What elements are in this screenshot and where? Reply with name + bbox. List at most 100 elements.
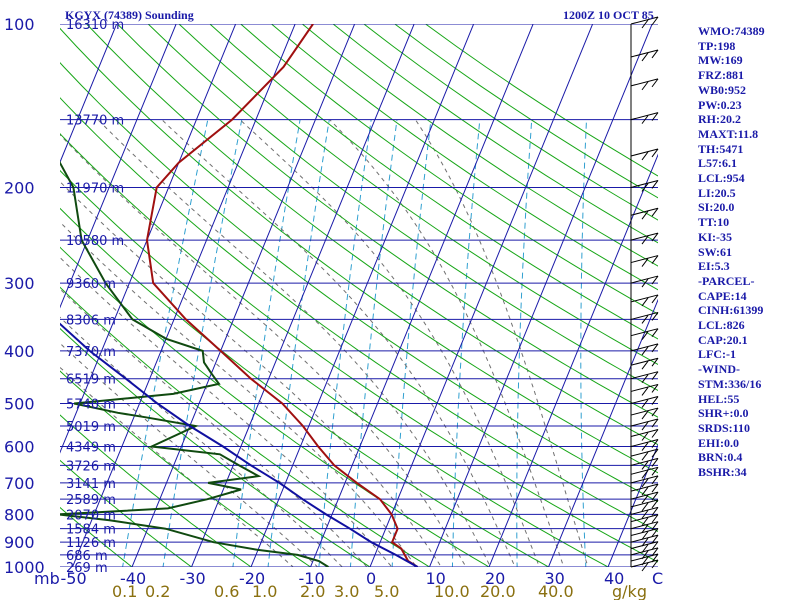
- index-item: TH:5471: [698, 141, 744, 156]
- pressure-tick-label: 700: [4, 474, 35, 493]
- index-item: L57:6.1: [698, 156, 737, 171]
- mixing-ratio-unit-label: g/kg: [612, 582, 647, 600]
- temperature-tick-label: 10: [426, 569, 446, 588]
- wind-barb: [630, 328, 659, 340]
- index-item: MW:169: [698, 53, 743, 68]
- index-item: TP:198: [698, 38, 736, 53]
- dry-adiabat: [60, 459, 193, 567]
- temperature-tick-label: 0: [366, 569, 376, 588]
- series: [60, 24, 419, 567]
- wind-barb: [630, 448, 659, 461]
- isotherm-line: [60, 24, 177, 309]
- temperature-tick-label: 20: [485, 569, 505, 588]
- temperature-unit-label: C: [652, 569, 663, 588]
- wind-barb: [630, 553, 659, 566]
- index-item: TT:10: [698, 215, 730, 230]
- temperature-tick-label: -30: [180, 569, 206, 588]
- dry-adiabat: [60, 286, 431, 567]
- index-item: CAPE:14: [698, 288, 747, 303]
- index-item: STM:336/16: [698, 376, 762, 391]
- dry-adiabat: [60, 506, 133, 567]
- height-label: 9360 m: [66, 277, 116, 292]
- isotherm-line: [607, 443, 658, 567]
- mixing-ratio-tick-label: 0.1: [112, 582, 137, 600]
- wind-barb: [630, 49, 659, 62]
- pressure-tick-label: 200: [4, 178, 35, 197]
- dry-adiabat: [60, 370, 312, 567]
- index-item: WMO:74389: [698, 24, 765, 38]
- isotherm-line: [71, 24, 296, 567]
- wind-barb: [630, 343, 659, 356]
- pressure-tick-label: 600: [4, 438, 35, 457]
- index-item: MAXT:11.8: [698, 126, 759, 141]
- wind-barb: [630, 475, 659, 488]
- parcel-line: [60, 322, 419, 567]
- wind-barb: [630, 371, 659, 383]
- index-item: RH:20.2: [698, 112, 741, 127]
- wind-barb: [630, 483, 659, 496]
- temperature-tick-label: -50: [61, 569, 87, 588]
- wind-barb: [630, 547, 659, 560]
- moist-adiabat: [60, 316, 343, 567]
- height-label: 1126 m: [66, 536, 116, 551]
- height-label: 8306 m: [66, 313, 116, 328]
- wind-barb: [630, 179, 659, 192]
- wind-barb: [630, 528, 659, 540]
- index-item: SW:61: [698, 244, 733, 259]
- wind-barb: [630, 112, 659, 124]
- isotherm-line: [60, 24, 118, 164]
- pressure-tick-label: 500: [4, 395, 35, 414]
- index-item: LI:20.5: [698, 185, 736, 200]
- height-label: 269 m: [66, 561, 108, 576]
- index-item: WB0:952: [698, 82, 746, 97]
- wind-barb: [630, 407, 659, 420]
- height-label: 5740 m: [66, 398, 116, 413]
- pressure-tick-label: 300: [4, 274, 35, 293]
- wind-barbs: [630, 16, 659, 572]
- wind-barb: [630, 429, 659, 441]
- mixing-ratio-tick-label: 5.0: [374, 582, 399, 600]
- wind-barb: [630, 506, 659, 519]
- mixing-ratio-line: [318, 119, 372, 567]
- height-label: 3141 m: [66, 477, 116, 492]
- height-label: 686 m: [66, 549, 108, 564]
- height-label: 2070 m: [66, 508, 116, 523]
- temperature-tick-label: -40: [120, 569, 146, 588]
- height-label: 5019 m: [66, 420, 116, 435]
- temperature-tick-label: -20: [239, 569, 265, 588]
- index-item: BRN:0.4: [698, 450, 743, 465]
- index-item: -PARCEL-: [698, 273, 755, 288]
- isotherm-line: [60, 24, 237, 454]
- wind-barb: [630, 275, 659, 288]
- wind-barb: [630, 499, 659, 512]
- wind-barb: [630, 534, 659, 547]
- index-item: CINH:61399: [698, 303, 764, 318]
- index-item: SRDS:110: [698, 420, 751, 435]
- isotherm-line: [369, 24, 594, 567]
- wind-barb: [630, 521, 659, 533]
- pressure-tick-label: 900: [4, 533, 35, 552]
- dewpoint-line: [60, 160, 329, 567]
- wind-barb: [630, 255, 659, 267]
- mixing-ratio-tick-label: 3.0: [334, 582, 359, 600]
- isotherms: [60, 24, 658, 567]
- wind-barb: [630, 16, 659, 29]
- wind-barb: [630, 294, 659, 307]
- pressure-tick-label: 400: [4, 342, 35, 361]
- wind-barb: [630, 559, 659, 572]
- height-label: 16310 m: [66, 18, 124, 33]
- wind-barb: [630, 232, 659, 245]
- isotherm-line: [131, 24, 356, 567]
- wind-barb: [630, 439, 659, 451]
- isotherm-line: [547, 298, 658, 567]
- wind-barb: [630, 357, 659, 370]
- mixing-ratio-tick-label: 2.0: [300, 582, 325, 600]
- mixing-ratio-tick-label: 0.2: [145, 582, 170, 600]
- dry-adiabat: [116, 24, 658, 418]
- wind-barb: [630, 396, 659, 408]
- wind-barb: [630, 514, 659, 526]
- pressure-tick-label: 100: [4, 15, 35, 34]
- index-item: BSHR:34: [698, 465, 747, 480]
